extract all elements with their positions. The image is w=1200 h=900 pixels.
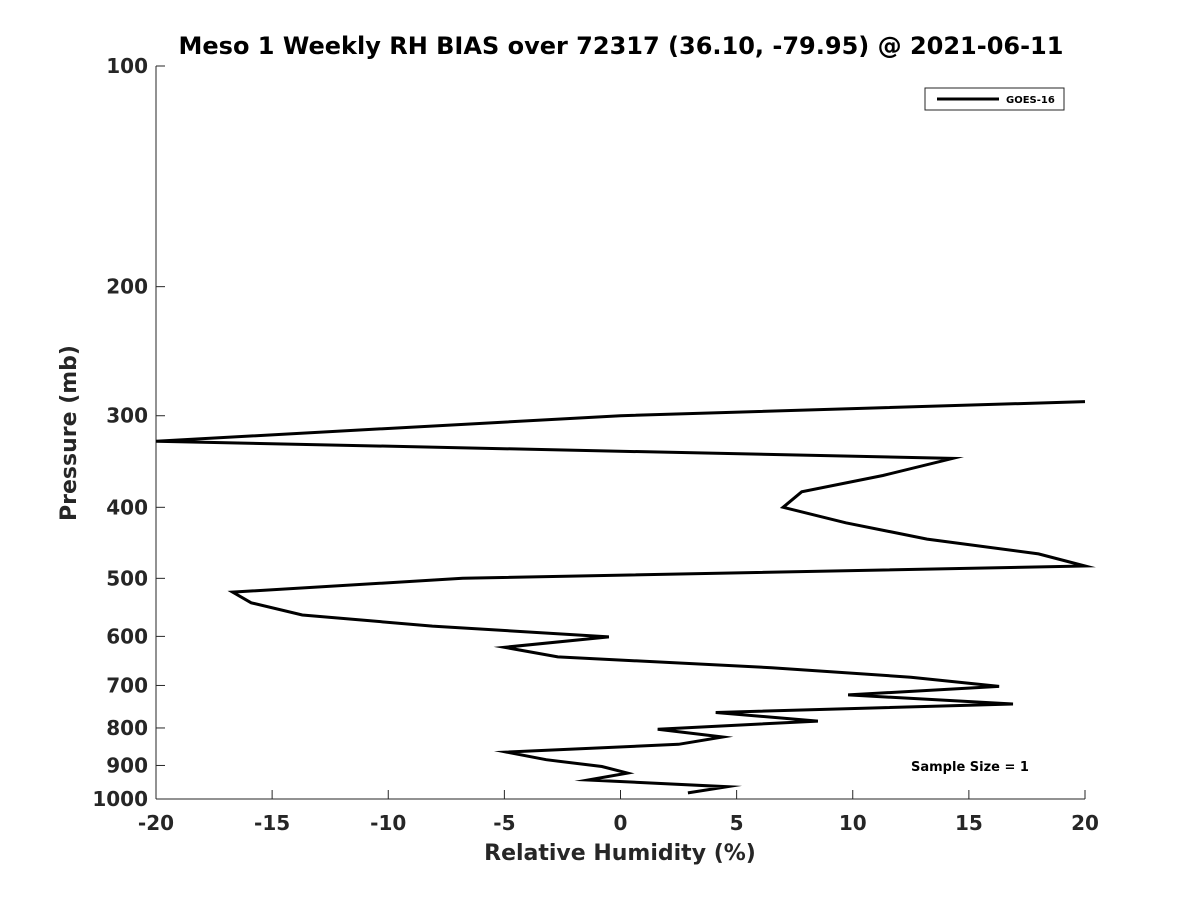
x-tick-label: 0 bbox=[614, 811, 628, 835]
x-tick-label: 10 bbox=[839, 811, 867, 835]
x-tick-label: -20 bbox=[138, 811, 174, 835]
series-line-goes-16 bbox=[155, 400, 1096, 795]
x-tick-label: -5 bbox=[493, 811, 515, 835]
legend: GOES-16 bbox=[924, 87, 1065, 111]
x-axis-label: Relative Humidity (%) bbox=[484, 841, 756, 866]
y-axis-label: Pressure (mb) bbox=[57, 345, 82, 521]
y-tick-label: 300 bbox=[106, 404, 148, 428]
y-tick-label: 700 bbox=[106, 673, 148, 697]
x-tick-label: -15 bbox=[254, 811, 290, 835]
series-layer bbox=[155, 400, 1096, 795]
x-tick-label: 15 bbox=[955, 811, 983, 835]
y-tick-label: 400 bbox=[106, 495, 148, 519]
y-tick-label: 1000 bbox=[92, 787, 148, 811]
y-axis-ticks: 100 200 300 400 500 600 700 800 900 1000 bbox=[92, 54, 165, 811]
x-tick-label: 20 bbox=[1071, 811, 1099, 835]
y-tick-label: 600 bbox=[106, 624, 148, 648]
y-tick-label: 800 bbox=[106, 716, 148, 740]
y-tick-label: 100 bbox=[106, 54, 148, 78]
y-tick-label: 500 bbox=[106, 566, 148, 590]
y-tick-label: 200 bbox=[106, 275, 148, 299]
y-tick-label: 900 bbox=[106, 753, 148, 777]
sample-size-annotation: Sample Size = 1 bbox=[911, 760, 1029, 775]
x-tick-label: 5 bbox=[730, 811, 744, 835]
x-tick-label: -10 bbox=[370, 811, 406, 835]
chart-title: Meso 1 Weekly RH BIAS over 72317 (36.10,… bbox=[179, 32, 1064, 60]
x-axis-ticks: -20 -15 -10 -5 0 5 10 15 20 bbox=[138, 790, 1099, 835]
legend-label-goes-16: GOES-16 bbox=[1006, 95, 1055, 106]
